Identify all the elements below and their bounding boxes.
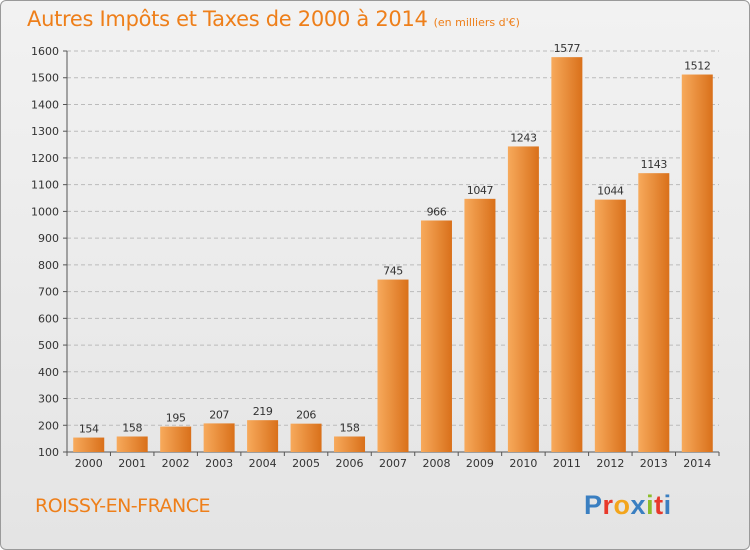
y-tick-label: 300	[38, 393, 59, 406]
x-tick-label: 2003	[205, 457, 233, 470]
y-tick-label: 1600	[31, 45, 59, 58]
chart-title: Autres Impôts et Taxes de 2000 à 2014 (en…	[27, 7, 520, 31]
x-tick-label: 2002	[162, 457, 190, 470]
bar-2011	[551, 57, 583, 452]
data-label: 219	[253, 405, 273, 418]
logo-letter: x	[630, 490, 647, 520]
data-label: 207	[209, 408, 229, 421]
x-axis: 2000 2001 2002 2003 2004 2005 2006 2007 2008 2009…	[66, 452, 720, 470]
data-label: 206	[296, 409, 316, 422]
x-tick-label: 2014	[683, 457, 711, 470]
y-tick-label: 200	[38, 419, 59, 432]
logo-letter: i	[663, 490, 672, 520]
proxiti-logo: Proxiti	[584, 490, 672, 521]
y-tick-label: 700	[38, 286, 59, 299]
bar-2003	[203, 423, 235, 452]
data-label: 1143	[641, 158, 668, 171]
x-tick-label: 2009	[466, 457, 494, 470]
y-tick-label: 600	[38, 312, 59, 325]
data-label: 158	[122, 421, 142, 434]
logo-letter: r	[602, 490, 614, 520]
y-tick-label: 1100	[31, 179, 59, 192]
x-tick-label: 2008	[422, 457, 450, 470]
logo-letter: P	[584, 490, 603, 520]
bar-2010	[507, 146, 539, 453]
bar-2009	[464, 198, 496, 452]
data-label: 1243	[510, 131, 537, 144]
x-tick-label: 2012	[596, 457, 624, 470]
x-tick-label: 2005	[292, 457, 320, 470]
y-tick-label: 1000	[31, 205, 59, 218]
bar-2001	[116, 436, 148, 452]
data-label: 966	[427, 205, 447, 218]
y-tick-label: 1500	[31, 72, 59, 85]
y-tick-label: 1400	[31, 98, 59, 111]
bar-2005	[290, 423, 322, 452]
data-label: 1512	[684, 60, 710, 73]
x-tick-label: 2000	[75, 457, 103, 470]
y-tick-label: 100	[38, 446, 59, 459]
bar-2013	[638, 173, 670, 452]
bar-2004	[247, 420, 279, 452]
data-labels: 154 158 195 207 219 206 158 745 966 1047 1243 1577 1…	[79, 42, 711, 435]
bar-2008	[420, 220, 452, 452]
data-label: 745	[383, 265, 403, 278]
y-tick-label: 900	[38, 232, 59, 245]
x-tick-label: 2007	[379, 457, 407, 470]
data-label: 1047	[467, 184, 494, 197]
y-tick-label: 1300	[31, 125, 59, 138]
x-tick-label: 2010	[509, 457, 537, 470]
data-label: 1044	[597, 185, 624, 198]
x-tick-label: 2013	[640, 457, 668, 470]
data-label: 195	[166, 412, 186, 425]
x-tick-label: 2004	[249, 457, 277, 470]
x-tick-label: 2006	[336, 457, 364, 470]
bar-2002	[160, 426, 192, 452]
chart-subtitle: (en milliers d'€)	[433, 16, 520, 29]
bar-2012	[594, 199, 626, 452]
logo-letter: o	[613, 490, 631, 520]
data-label: 1577	[554, 42, 581, 55]
x-tick-label: 2011	[553, 457, 581, 470]
bar-2014	[681, 74, 713, 452]
data-label: 154	[79, 423, 99, 436]
bar-2006	[334, 436, 366, 452]
data-label: 158	[340, 421, 360, 434]
bars	[73, 57, 713, 453]
chart-title-text: Autres Impôts et Taxes de 2000 à 2014	[27, 7, 428, 31]
logo-letter: i	[646, 490, 655, 520]
x-tick-label: 2001	[118, 457, 146, 470]
logo-letter: t	[654, 490, 664, 520]
y-tick-label: 400	[38, 366, 59, 379]
commune-name: ROISSY-EN-FRANCE	[35, 495, 211, 517]
y-tick-label: 500	[38, 339, 59, 352]
y-tick-label: 1200	[31, 152, 59, 165]
bar-2000	[73, 437, 105, 452]
y-tick-label: 800	[38, 259, 59, 272]
bar-2007	[377, 279, 409, 452]
